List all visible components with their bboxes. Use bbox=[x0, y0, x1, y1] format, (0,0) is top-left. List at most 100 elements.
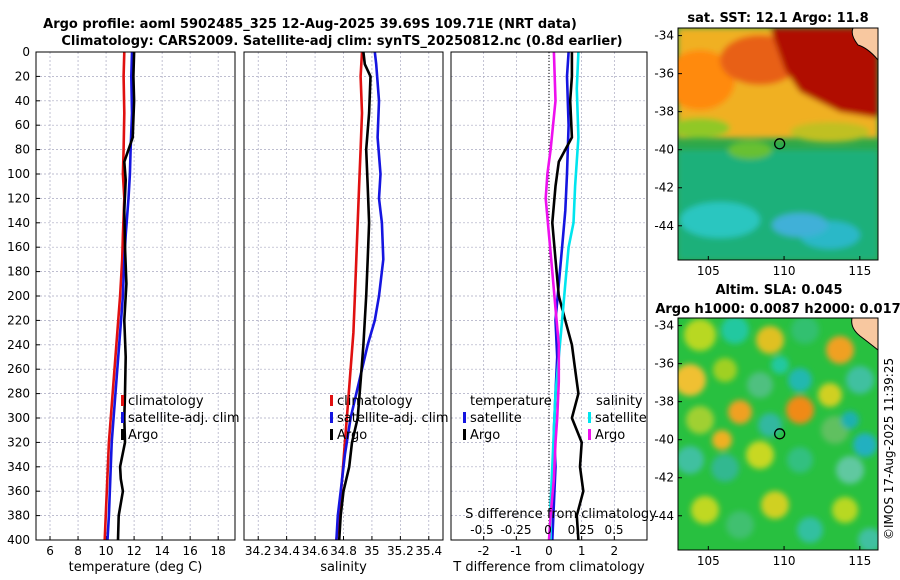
map-x-tick-label: 105 bbox=[697, 264, 720, 278]
map-x-tick-label: 115 bbox=[848, 264, 871, 278]
sst-coastline bbox=[851, 28, 878, 61]
legend-swatch bbox=[330, 429, 333, 440]
x-tick-label: 35.4 bbox=[415, 544, 442, 558]
sla-anomaly-blob bbox=[711, 454, 739, 482]
sla-anomaly-blob bbox=[832, 497, 858, 523]
s-tick-label: -0.5 bbox=[470, 523, 493, 537]
legend-swatch bbox=[121, 412, 124, 423]
sla-coastline bbox=[851, 318, 878, 351]
series-line-satellite-adj-clim bbox=[106, 52, 134, 540]
map-y-tick-label: -36 bbox=[654, 67, 674, 81]
x-axis-label: salinity bbox=[320, 560, 367, 575]
legend-label: Argo bbox=[470, 428, 500, 443]
x-tick-label: 14 bbox=[154, 544, 169, 558]
legend-label: climatology bbox=[337, 394, 413, 409]
series-line-argo bbox=[116, 52, 136, 540]
legend-label: climatology bbox=[128, 394, 204, 409]
sla-map-ticks: 105 110 115 -34 -36 -38 -40 -42 -44 bbox=[654, 319, 871, 568]
y-tick-label: 120 bbox=[7, 191, 30, 205]
y-tick-label: 240 bbox=[7, 338, 30, 352]
sla-anomaly-blob bbox=[797, 517, 823, 543]
series-group bbox=[103, 52, 136, 540]
x-tick-label: -1 bbox=[510, 544, 522, 558]
x-tick-label: 8 bbox=[74, 544, 82, 558]
legend-label: satellite-adj. clim bbox=[128, 411, 240, 426]
s-tick-label: -0.25 bbox=[500, 523, 531, 537]
y-tick-label: 380 bbox=[7, 509, 30, 523]
x-tick-label: 1 bbox=[578, 544, 586, 558]
y-tick-label: 340 bbox=[7, 460, 30, 474]
sst-front bbox=[678, 118, 730, 138]
sla-anomaly-blob bbox=[713, 358, 737, 382]
sst-map-title: sat. SST: 12.1 Argo: 11.8 bbox=[687, 11, 868, 26]
map-x-tick-label: 115 bbox=[848, 554, 871, 568]
figure-title-line2: Climatology: CARS2009. Satellite-adj cli… bbox=[61, 34, 622, 49]
y-tick-label: 80 bbox=[15, 143, 30, 157]
sla-anomaly-blob bbox=[686, 406, 714, 434]
sla-anomaly-blob bbox=[791, 318, 819, 344]
legend-swatch bbox=[330, 412, 333, 423]
x-tick-label: 2 bbox=[611, 544, 619, 558]
sla-anomaly-blob bbox=[788, 368, 812, 392]
x-tick-label: 34.2 bbox=[245, 544, 272, 558]
legend-swatch bbox=[121, 429, 124, 440]
legend-label: Argo bbox=[337, 428, 367, 443]
map-y-tick-label: -44 bbox=[654, 509, 674, 523]
sla-anomaly-blob bbox=[836, 456, 864, 484]
map-y-tick-label: -40 bbox=[654, 143, 674, 157]
sla-anomaly-blob bbox=[858, 528, 878, 550]
sla-anomaly-blob bbox=[726, 511, 754, 539]
y-tick-label: 200 bbox=[7, 289, 30, 303]
legend-label: satellite-adj. clim bbox=[337, 411, 449, 426]
sla-map bbox=[678, 318, 878, 550]
x-tick-label: 16 bbox=[183, 544, 198, 558]
sla-anomaly-blob bbox=[853, 433, 877, 457]
y-tick-label: 360 bbox=[7, 484, 30, 498]
sla-map-title-line1: Altim. SLA: 0.045 bbox=[716, 283, 843, 298]
legend-swatch bbox=[121, 395, 124, 406]
figure-title-line1: Argo profile: aoml 5902485_325 12-Aug-20… bbox=[43, 17, 577, 32]
x-tick-label: 35.2 bbox=[387, 544, 414, 558]
y-tick-label: 40 bbox=[15, 94, 30, 108]
x-tick-label: 35 bbox=[364, 544, 379, 558]
sla-map-frame bbox=[677, 317, 879, 551]
sst-warm-patch bbox=[678, 50, 735, 110]
sla-anomaly-blob bbox=[746, 441, 774, 469]
y-tick-label: 100 bbox=[7, 167, 30, 181]
sla-anomaly-blob bbox=[818, 383, 842, 407]
x-axis-label: T difference from climatology bbox=[452, 560, 645, 575]
legend-swatch bbox=[463, 412, 466, 423]
map-x-tick-label: 105 bbox=[697, 554, 720, 568]
x-tick-label: 6 bbox=[46, 544, 54, 558]
sla-anomaly-blob bbox=[678, 364, 706, 396]
series-group bbox=[335, 52, 385, 540]
sla-anomaly-blob bbox=[712, 430, 732, 450]
x-tick-label: -2 bbox=[478, 544, 490, 558]
map-y-tick-label: -42 bbox=[654, 181, 674, 195]
map-y-tick-label: -38 bbox=[654, 105, 674, 119]
series-line-satellite-adj-clim bbox=[335, 52, 385, 540]
x-tick-label: 10 bbox=[98, 544, 113, 558]
legend-label: satellite bbox=[470, 411, 522, 426]
series-line-argo bbox=[337, 52, 372, 540]
sla-argo-marker bbox=[774, 428, 786, 440]
sst-argo-marker bbox=[774, 138, 786, 150]
legend-swatch bbox=[463, 429, 466, 440]
y-tick-label: 320 bbox=[7, 435, 30, 449]
legend-swatch bbox=[588, 412, 591, 423]
axes-frame bbox=[35, 51, 236, 541]
sla-anomaly-blob bbox=[761, 491, 789, 519]
series-group bbox=[544, 52, 585, 540]
sla-anomaly-blob bbox=[758, 413, 782, 437]
legend-label: Argo bbox=[128, 428, 158, 443]
sst-front bbox=[790, 122, 870, 142]
sla-anomaly-blob bbox=[691, 496, 719, 524]
series-line-t-argo bbox=[550, 52, 585, 540]
sla-anomaly-blob bbox=[684, 319, 716, 351]
s-tick-label: 0.5 bbox=[604, 523, 623, 537]
series-line-s-satellite bbox=[549, 52, 580, 540]
legend-swatch bbox=[330, 395, 333, 406]
sst-cold-patch bbox=[772, 213, 828, 237]
y-tick-label: 160 bbox=[7, 240, 30, 254]
y-tick-label: 220 bbox=[7, 313, 30, 327]
